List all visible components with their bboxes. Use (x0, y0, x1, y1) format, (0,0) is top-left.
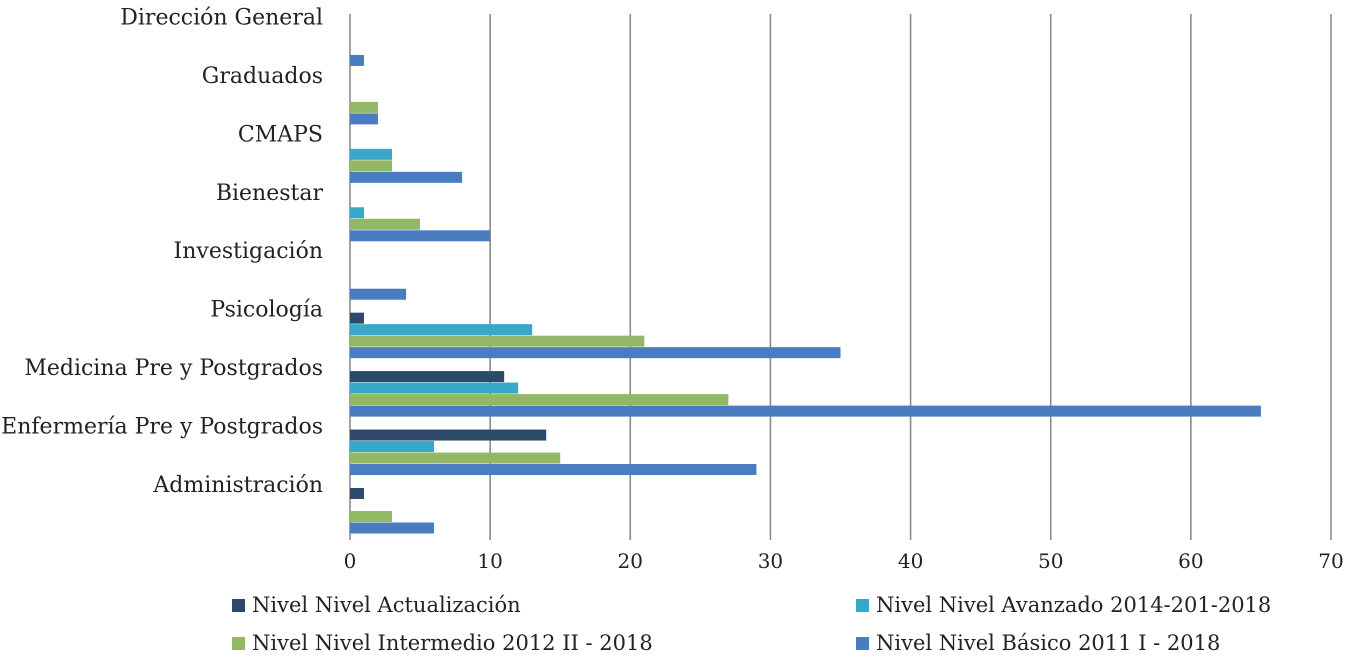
bar-2-3 (350, 148, 393, 160)
bar-3-3 (350, 160, 393, 172)
bar-3-2 (350, 101, 379, 113)
category-label: Medicina Pre y Postgrados (24, 356, 323, 381)
legend-label-1: Nivel Nivel Actualización (252, 593, 521, 617)
bar-1-6 (350, 312, 365, 324)
legend-swatch-3 (232, 637, 245, 650)
category-label: Investigación (174, 239, 323, 264)
bar-4-8 (350, 464, 757, 476)
x-tick-label: 0 (344, 549, 357, 573)
x-tick-label: 10 (477, 549, 502, 573)
x-tick-label: 30 (758, 549, 783, 573)
bars (350, 54, 1261, 534)
bar-4-6 (350, 347, 841, 359)
bar-4-5 (350, 288, 407, 300)
bar-3-4 (350, 218, 421, 230)
category-label: Administración (152, 473, 323, 498)
category-labels: Dirección General Graduados CMAPS Bienestar… (1, 5, 323, 498)
x-tick-label: 50 (1038, 549, 1063, 573)
x-tick-labels: 0 10 20 30 40 50 60 70 (344, 549, 1344, 573)
category-label: Dirección General (120, 5, 323, 30)
bar-2-6 (350, 324, 533, 336)
x-tick-label: 60 (1178, 549, 1203, 573)
category-label: Psicología (210, 298, 323, 323)
bar-3-6 (350, 335, 645, 347)
legend-label-4: Nivel Nivel Básico 2011 I - 2018 (876, 631, 1220, 655)
bar-3-8 (350, 452, 561, 464)
legend: Nivel Nivel Actualización Nivel Nivel Ava… (232, 593, 1271, 655)
bar-4-4 (350, 230, 491, 242)
bar-2-7 (350, 382, 519, 394)
bar-1-9 (350, 488, 365, 499)
bar-4-9 (350, 522, 435, 534)
bar-3-9 (350, 511, 393, 522)
legend-label-3: Nivel Nivel Intermedio 2012 II - 2018 (252, 631, 653, 655)
legend-label-2: Nivel Nivel Avanzado 2014-201-2018 (876, 593, 1271, 617)
bar-1-7 (350, 371, 505, 383)
legend-swatch-4 (856, 637, 869, 650)
bar-4-3 (350, 171, 463, 183)
x-tick-label: 20 (618, 549, 643, 573)
bar-4-2 (350, 113, 379, 125)
bar-3-7 (350, 394, 729, 406)
bar-2-4 (350, 207, 365, 219)
legend-swatch-2 (856, 599, 869, 612)
bar-2-8 (350, 441, 435, 453)
category-label: Bienestar (216, 181, 324, 206)
category-label: CMAPS (238, 122, 323, 147)
x-tick-label: 40 (898, 549, 923, 573)
gridlines (349, 14, 1332, 540)
x-tick-label: 70 (1318, 549, 1343, 573)
legend-swatch-1 (232, 599, 245, 612)
category-label: Enfermería Pre y Postgrados (1, 415, 323, 440)
bar-4-1 (350, 54, 365, 66)
bar-4-7 (350, 405, 1261, 417)
category-label: Graduados (202, 64, 323, 89)
bar-1-8 (350, 429, 547, 441)
